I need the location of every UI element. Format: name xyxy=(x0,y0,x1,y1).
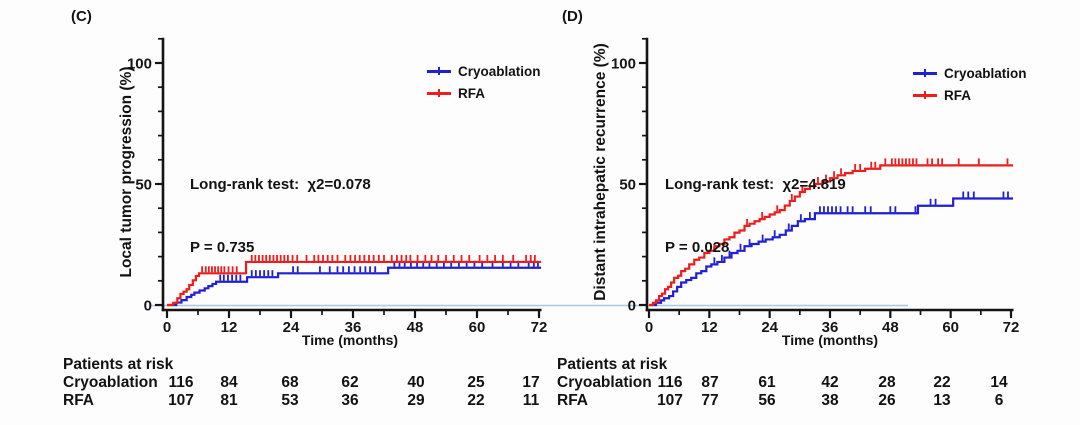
risk-count-cryoablation-c: 25 xyxy=(467,374,485,391)
risk-count-rfa-d: 6 xyxy=(994,392,1004,409)
y-tick-label-d: 50 xyxy=(619,177,636,194)
logrank-line-d: Long-rank test: χ2=4.819 xyxy=(665,176,846,193)
x-tick-label-d: 0 xyxy=(645,319,653,336)
risk-count-rfa-d: 56 xyxy=(758,392,776,409)
risk-count-cryoablation-d: 28 xyxy=(878,374,896,391)
cryoablation-line-swatch xyxy=(427,67,451,75)
risk-count-cryoablation-d: 22 xyxy=(933,374,951,391)
risk-count-rfa-c: 22 xyxy=(467,392,485,409)
pvalue-line-d: P = 0.028 xyxy=(665,239,730,256)
rfa-line-swatch xyxy=(913,91,937,99)
risk-count-rfa-c: 81 xyxy=(220,392,238,409)
x-tick-label-c: 36 xyxy=(345,319,362,336)
risk-count-rfa-c: 53 xyxy=(281,392,299,409)
risk-row-label-rfa-c: RFA xyxy=(63,392,94,409)
x-axis-title-d: Time (months) xyxy=(781,332,879,348)
y-tick-label-d: 0 xyxy=(628,298,636,315)
censor-tick-icon xyxy=(438,89,440,97)
censor-tick-icon xyxy=(924,91,926,99)
legend-entry-cryoablation-c: Cryoablation xyxy=(427,62,541,81)
risk-count-cryoablation-c: 62 xyxy=(341,374,359,391)
risk-count-rfa-d: 77 xyxy=(701,392,719,409)
risk-count-cryoablation-c: 84 xyxy=(220,374,238,391)
risk-count-cryoablation-d: 42 xyxy=(821,374,839,391)
y-axis-title-d: Distant intrahepatic recurrence (%) xyxy=(592,43,609,301)
censor-tick-icon xyxy=(438,67,440,75)
x-tick-label-d: 60 xyxy=(942,319,959,336)
risk-count-cryoablation-c: 116 xyxy=(168,374,194,391)
risk-count-cryoablation-d: 61 xyxy=(758,374,776,391)
legend-d: Cryoablation RFA xyxy=(913,64,1027,108)
x-tick-label-c: 72 xyxy=(531,319,548,336)
x-tick-label-d: 24 xyxy=(761,319,778,336)
legend-label-cryoablation-d: Cryoablation xyxy=(944,66,1027,81)
x-tick-label-c: 0 xyxy=(163,319,171,336)
risk-count-rfa-d: 107 xyxy=(657,392,683,409)
km-curve-cryoablation-c xyxy=(167,266,542,307)
stats-block-d: Long-rank test: χ2=4.819 P = 0.028 xyxy=(665,132,846,300)
panel-label-c: (C) xyxy=(71,8,92,25)
risk-table-title-d: Patients at risk xyxy=(557,356,668,373)
risk-count-rfa-d: 38 xyxy=(821,392,839,409)
risk-count-cryoablation-c: 68 xyxy=(281,374,299,391)
x-tick-label-c: 24 xyxy=(283,319,300,336)
x-tick-label-c: 12 xyxy=(221,319,238,336)
x-tick-label-d: 48 xyxy=(882,319,899,336)
x-tick-label-d: 36 xyxy=(822,319,839,336)
risk-count-cryoablation-d: 14 xyxy=(990,374,1008,391)
risk-count-rfa-c: 107 xyxy=(168,392,194,409)
risk-count-rfa-d: 26 xyxy=(878,392,896,409)
risk-count-rfa-c: 29 xyxy=(407,392,425,409)
x-tick-label-d: 72 xyxy=(1003,319,1020,336)
stats-block-c: Long-rank test: χ2=0.078 P = 0.735 xyxy=(190,132,371,300)
x-tick-label-c: 60 xyxy=(469,319,486,336)
risk-count-rfa-c: 36 xyxy=(341,392,359,409)
legend-c: Cryoablation RFA xyxy=(427,62,541,106)
y-axis-title-c: Local tumor progression (%) xyxy=(118,66,135,278)
y-tick-label-c: 50 xyxy=(135,177,152,194)
y-tick-label-c: 0 xyxy=(144,298,152,315)
risk-row-label-cryoablation-d: Cryoablation xyxy=(557,374,652,391)
risk-row-label-rfa-d: RFA xyxy=(557,392,588,409)
rfa-line-swatch xyxy=(427,89,451,97)
x-tick-label-c: 48 xyxy=(407,319,424,336)
km-curve-cryoablation-d xyxy=(649,197,1014,307)
risk-count-rfa-c: 11 xyxy=(522,392,540,409)
pvalue-line-c: P = 0.735 xyxy=(190,239,255,256)
risk-count-cryoablation-c: 17 xyxy=(522,374,540,391)
cryoablation-line-swatch xyxy=(913,69,937,77)
censor-tick-icon xyxy=(924,69,926,77)
x-axis-title-c: Time (months) xyxy=(301,332,399,348)
km-curve-rfa-c xyxy=(167,260,542,307)
legend-entry-rfa-c: RFA xyxy=(427,84,541,103)
legend-entry-cryoablation-d: Cryoablation xyxy=(913,64,1027,83)
legend-label-rfa-d: RFA xyxy=(944,88,971,103)
risk-count-cryoablation-d: 87 xyxy=(701,374,719,391)
y-tick-label-c: 100 xyxy=(127,56,152,73)
risk-count-cryoablation-d: 116 xyxy=(657,374,683,391)
risk-table-title-c: Patients at risk xyxy=(63,356,174,373)
risk-row-label-cryoablation-c: Cryoablation xyxy=(63,374,158,391)
legend-label-cryoablation-c: Cryoablation xyxy=(458,64,541,79)
legend-entry-rfa-d: RFA xyxy=(913,86,1027,105)
logrank-line-c: Long-rank test: χ2=0.078 xyxy=(190,176,371,193)
risk-count-cryoablation-c: 40 xyxy=(407,374,425,391)
legend-label-rfa-c: RFA xyxy=(458,86,485,101)
risk-count-rfa-d: 13 xyxy=(933,392,951,409)
km-curve-rfa-d xyxy=(649,164,1014,307)
x-tick-label-d: 12 xyxy=(701,319,718,336)
y-tick-label-d: 100 xyxy=(611,56,636,73)
panel-label-d: (D) xyxy=(562,8,583,25)
